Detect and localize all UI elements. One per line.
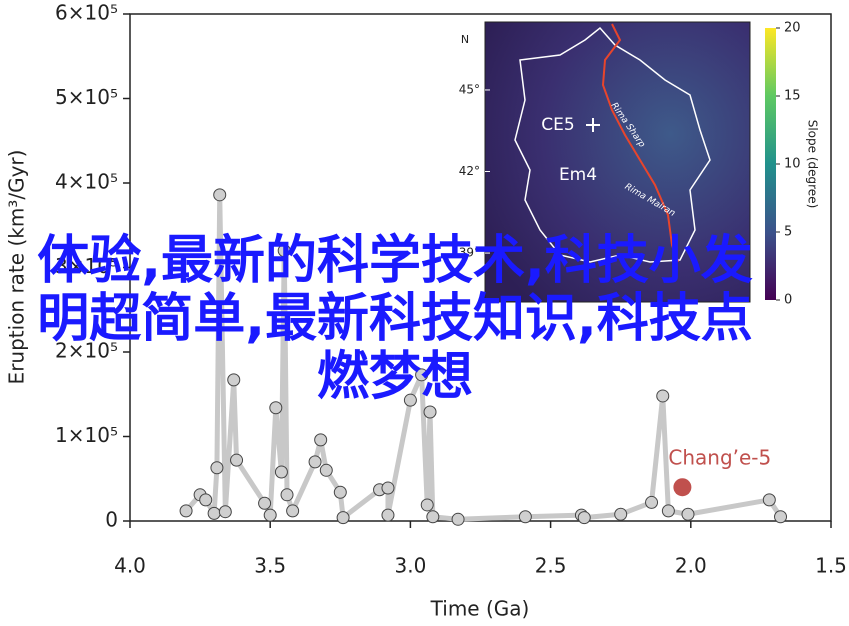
rima-line	[601, 23, 679, 263]
x-tick-label: 4.0	[114, 554, 146, 578]
y-tick-label: 2×10⁵	[55, 339, 118, 363]
mare-boundary	[514, 26, 711, 263]
data-point	[415, 368, 429, 382]
data-point	[451, 512, 465, 526]
data-point	[269, 401, 283, 415]
colorbar-tick-label: 20	[784, 21, 801, 36]
lat-tick-label: 45°	[459, 82, 480, 96]
inset-map: CE5 Em4 Rima Sharp Rima Mairan N Slope (…	[459, 21, 820, 308]
data-point	[277, 244, 291, 258]
data-point	[336, 511, 350, 525]
data-point	[227, 373, 241, 387]
colorbar-label: Slope (degree)	[806, 120, 820, 209]
data-point	[423, 405, 437, 419]
colorbar-tick-label: 10	[784, 157, 801, 172]
data-point	[280, 488, 294, 502]
x-tick-label: 1.5	[815, 554, 847, 578]
x-tick-label: 2.5	[535, 554, 567, 578]
lat-tick-label: 42°	[459, 164, 480, 178]
data-point	[314, 433, 328, 447]
data-point	[286, 504, 300, 518]
x-tick-label: 3.5	[254, 554, 286, 578]
y-tick-label: 4×10⁵	[55, 170, 118, 194]
y-axis-label: Eruption rate (km³/Gyr)	[5, 150, 29, 385]
series-line	[184, 192, 783, 522]
data-point	[213, 188, 227, 202]
y-tick-label: 0	[105, 508, 118, 532]
data-point	[661, 504, 675, 518]
data-point	[230, 453, 244, 467]
data-point	[577, 511, 591, 525]
data-point	[218, 505, 232, 519]
data-point	[656, 389, 670, 403]
north-label: N	[461, 33, 469, 46]
data-point	[681, 507, 695, 521]
data-point	[403, 393, 417, 407]
data-point	[258, 496, 272, 510]
data-point	[518, 510, 532, 524]
data-point	[333, 485, 347, 499]
data-point	[207, 506, 221, 520]
highlight-point	[673, 478, 692, 497]
data-point	[274, 465, 288, 479]
y-tick-label: 1×10⁵	[55, 423, 118, 447]
overlay-text: 体验,最新的科学技术,科技小发明超简单,最新科技知识,科技点燃梦想	[37, 231, 753, 407]
colorbar-tick-label: 5	[784, 225, 792, 240]
map-label: CE5	[541, 115, 574, 135]
data-point	[319, 463, 333, 477]
data-point	[426, 510, 440, 524]
x-axis-label: Time (Ga)	[430, 597, 530, 621]
x-tick-label: 3.0	[394, 554, 426, 578]
data-point	[762, 493, 776, 507]
y-tick-label: 3×10⁵	[55, 254, 118, 278]
highlight-label: Chang’e-5	[668, 446, 771, 470]
data-point	[381, 481, 395, 495]
map-label: Em4	[559, 165, 597, 185]
data-point	[210, 461, 224, 475]
data-point	[614, 507, 628, 521]
lat-tick-label: 39°	[459, 246, 480, 260]
data-point	[774, 510, 788, 524]
data-point	[199, 493, 213, 507]
colorbar	[765, 28, 776, 300]
data-point	[263, 508, 277, 522]
colorbar-tick-label: 15	[784, 89, 801, 104]
colorbar-tick-label: 0	[784, 293, 792, 308]
data-point	[308, 455, 322, 469]
data-point	[179, 504, 193, 518]
x-tick-label: 2.0	[675, 554, 707, 578]
data-point	[381, 508, 395, 522]
y-tick-label: 5×10⁵	[55, 85, 118, 109]
data-point	[420, 498, 434, 512]
data-point	[645, 495, 659, 509]
y-tick-label: 6×10⁵	[55, 1, 118, 25]
